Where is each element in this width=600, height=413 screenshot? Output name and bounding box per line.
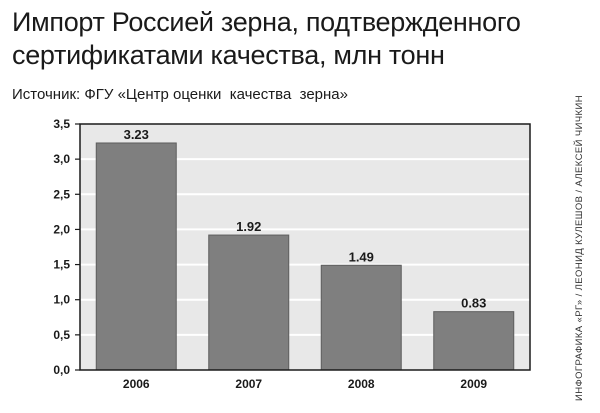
x-tick-label: 2007 [235,377,262,391]
y-axis: 0,0 0,5 1,0 1,5 2,0 2,5 3,0 3,5 [53,117,80,377]
x-tick-label: 2009 [460,377,487,391]
x-tick-label: 2008 [348,377,375,391]
y-tick-label: 0,0 [53,363,70,377]
bar-value-label: 1.92 [236,219,261,234]
x-axis: 2006 2007 2008 2009 [123,377,488,391]
y-tick-label: 2,0 [53,222,70,236]
bar-value-label: 0.83 [461,296,486,311]
bars [95,142,515,371]
bar-value-label: 1.49 [349,249,374,264]
x-tick-label: 2006 [123,377,150,391]
data-labels: 3.23 1.92 1.49 0.83 [124,127,487,311]
bar [95,142,177,371]
y-tick-label: 3,0 [53,152,70,166]
y-tick-label: 3,5 [53,117,70,131]
y-tick-label: 2,5 [53,187,70,201]
chart-source: Источник: ФГУ «Центр оценки качества зер… [12,86,348,103]
y-tick-label: 0,5 [53,328,70,342]
bar-value-label: 3.23 [124,127,149,142]
bar [433,311,515,371]
y-tick-label: 1,0 [53,293,70,307]
y-tick-label: 1,5 [53,258,70,272]
bar [208,234,290,371]
chart-title: Импорт Россией зерна, подтвержденного се… [12,7,521,70]
plot-frame [79,123,531,371]
bar [320,264,402,371]
